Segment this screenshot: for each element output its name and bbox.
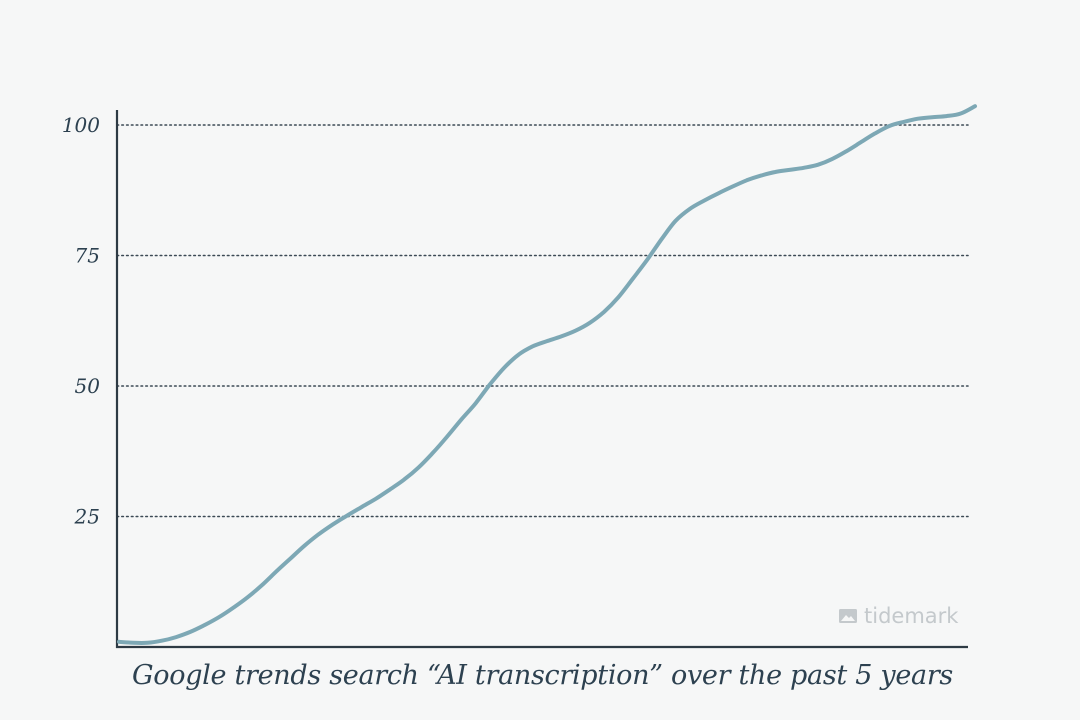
y-tick-label-50: 50 <box>75 374 101 398</box>
image-icon <box>839 609 857 623</box>
chart-caption: Google trends search “AI transcription” … <box>132 660 953 691</box>
series-line-0 <box>117 104 977 646</box>
tidemark-watermark: tidemark <box>838 604 958 628</box>
watermark-text: tidemark <box>864 604 959 628</box>
y-tick-label-75: 75 <box>75 244 100 268</box>
y-tick-label-25: 25 <box>74 505 100 529</box>
y-tick-label-100: 100 <box>62 113 100 137</box>
